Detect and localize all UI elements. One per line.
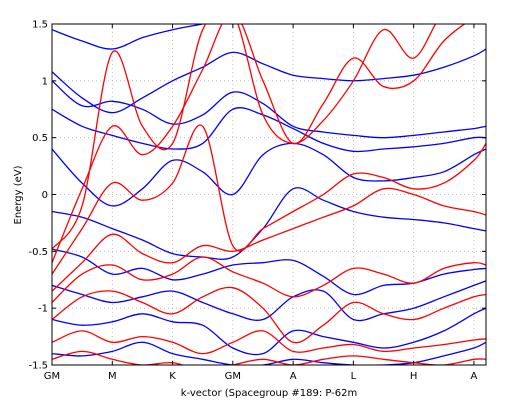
spin-up-band-0 — [52, 24, 207, 50]
y-tick-label: 1.5 — [32, 20, 48, 31]
y-tick-label: 0 — [42, 190, 48, 201]
y-tick-label: -1 — [38, 304, 48, 315]
x-tick-label: A — [290, 371, 297, 382]
spin-down-band-11 — [52, 24, 466, 264]
x-tick-label: GM — [44, 371, 60, 382]
x-tick-label: H — [410, 371, 418, 382]
y-tick-label: -0.5 — [28, 247, 48, 258]
x-tick-label: L — [351, 371, 357, 382]
spin-up-band-5 — [52, 187, 486, 260]
x-axis-label: k-vector (Spacegroup #189: P-62m — [181, 388, 358, 399]
spin-down-band-14 — [52, 256, 486, 304]
x-tick-label: K — [169, 371, 176, 382]
y-axis-ticks: -1.5 -1 -0.5 0 0.5 1 1.5 — [28, 20, 486, 372]
x-tick-label: M — [108, 371, 117, 382]
x-tick-label: A — [471, 371, 478, 382]
spin-up-band-7 — [52, 280, 486, 322]
x-tick-label: GM — [225, 371, 241, 382]
spin-down-band-13 — [52, 187, 486, 292]
y-tick-label: 1 — [42, 76, 48, 87]
spin-down-band-10 — [52, 24, 437, 250]
y-axis-label: Energy (eV) — [13, 165, 24, 224]
spin-up-band-8 — [52, 307, 486, 356]
spin-down-band-12 — [52, 124, 486, 275]
spin-down-band-15 — [52, 286, 486, 344]
band-lines — [52, 24, 486, 365]
spin-up-band-2 — [52, 80, 486, 139]
spin-down-band-17 — [52, 350, 486, 365]
spin-down-band-16 — [52, 330, 486, 355]
y-tick-label: 0.5 — [32, 133, 48, 144]
spin-up-band-3 — [52, 107, 486, 153]
y-tick-label: -1.5 — [28, 361, 48, 372]
spin-up-band-4 — [52, 142, 486, 207]
spin-up-band-1 — [52, 48, 486, 114]
x-axis-ticks: GM M K GM A L H A — [44, 24, 478, 382]
